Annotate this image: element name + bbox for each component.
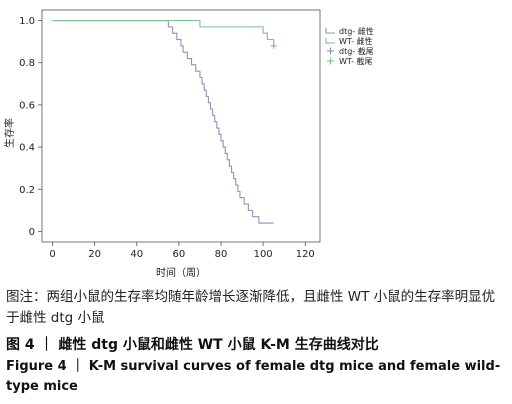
- legend-item: WT- 雌性: [325, 36, 373, 46]
- survival-step-line: [52, 19, 274, 224]
- figure-caption-english: Figure 4 ｜ K-M survival curves of female…: [6, 359, 501, 394]
- plot-frame: [41, 9, 321, 243]
- figure-caption-chinese: 图 4 ｜ 雌性 dtg 小鼠和雌性 WT 小鼠 K-M 生存曲线对比: [6, 337, 379, 353]
- x-axis: 0 20 40 60 80 100 120: [49, 242, 315, 260]
- legend-item: dtg- 截尾: [327, 46, 374, 56]
- y-tick-label: 0.2: [19, 185, 35, 196]
- y-tick-label: 0.4: [19, 143, 35, 154]
- x-tick-label: 20: [88, 249, 101, 260]
- legend-item: WT- 截尾: [327, 56, 373, 66]
- y-tick-label: 1.0: [19, 16, 35, 27]
- x-axis-title: 时间（周）: [156, 266, 206, 279]
- km-survival-chart: 0 0.2 0.4 0.6 0.8 1.0 0 20 40 60 80 100 120 生存率 时间（…: [3, 9, 374, 279]
- figure-note: 图注：两组小鼠的生存率均随年龄增长逐渐降低，且雌性 WT 小鼠的生存率明显优于雌…: [6, 289, 496, 326]
- x-tick-label: 60: [173, 249, 186, 260]
- legend-label: dtg- 雌性: [339, 26, 374, 36]
- x-tick-label: 0: [49, 249, 55, 260]
- y-tick-label: 0.8: [19, 58, 35, 69]
- x-tick-label: 40: [130, 249, 143, 260]
- legend-label: WT- 截尾: [339, 56, 373, 66]
- x-tick-label: 120: [296, 249, 315, 260]
- legend-step-swatch: [325, 38, 335, 44]
- y-tick-label: 0: [29, 227, 35, 238]
- censor-marker: [270, 42, 277, 49]
- x-tick-label: 80: [215, 249, 228, 260]
- legend-item: dtg- 雌性: [325, 26, 374, 36]
- legend-label: dtg- 截尾: [339, 46, 374, 56]
- y-axis: 0 0.2 0.4 0.6 0.8 1.0: [19, 16, 42, 238]
- legend-step-swatch: [325, 28, 335, 34]
- legend-label: WT- 雌性: [339, 36, 373, 46]
- x-tick-label: 100: [254, 249, 273, 260]
- series-layer: [52, 19, 277, 224]
- y-tick-label: 0.6: [19, 100, 35, 111]
- survival-step-line: [52, 19, 275, 46]
- y-axis-title: 生存率: [3, 118, 16, 148]
